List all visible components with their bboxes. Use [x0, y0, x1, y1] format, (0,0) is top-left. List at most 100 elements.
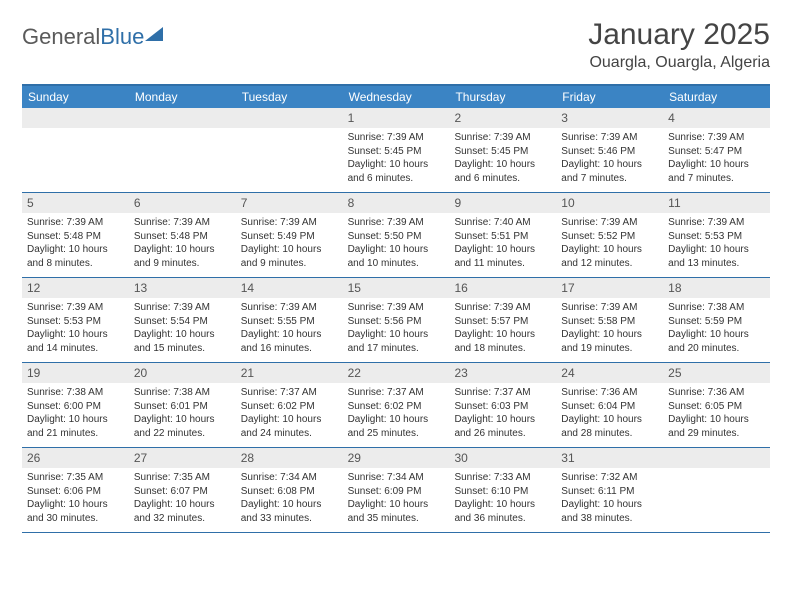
daylight-text: Daylight: 10 hours and 35 minutes. — [348, 498, 445, 525]
sunset-text: Sunset: 5:55 PM — [241, 315, 338, 329]
sunset-text: Sunset: 6:06 PM — [27, 485, 124, 499]
day-number-empty — [129, 108, 236, 128]
day-number: 21 — [236, 363, 343, 383]
sunrise-text: Sunrise: 7:36 AM — [561, 386, 658, 400]
day-number: 29 — [343, 448, 450, 468]
daylight-text: Daylight: 10 hours and 7 minutes. — [561, 158, 658, 185]
sunrise-text: Sunrise: 7:39 AM — [561, 216, 658, 230]
daylight-text: Daylight: 10 hours and 36 minutes. — [454, 498, 551, 525]
day-body: Sunrise: 7:39 AMSunset: 5:49 PMDaylight:… — [236, 213, 343, 274]
day-body: Sunrise: 7:39 AMSunset: 5:55 PMDaylight:… — [236, 298, 343, 359]
sunrise-text: Sunrise: 7:38 AM — [27, 386, 124, 400]
sunrise-text: Sunrise: 7:39 AM — [348, 216, 445, 230]
day-cell: 13Sunrise: 7:39 AMSunset: 5:54 PMDayligh… — [129, 278, 236, 362]
logo: GeneralBlue — [22, 18, 163, 50]
sunrise-text: Sunrise: 7:36 AM — [668, 386, 765, 400]
day-number: 17 — [556, 278, 663, 298]
day-body: Sunrise: 7:34 AMSunset: 6:09 PMDaylight:… — [343, 468, 450, 529]
sunrise-text: Sunrise: 7:32 AM — [561, 471, 658, 485]
day-cell: 7Sunrise: 7:39 AMSunset: 5:49 PMDaylight… — [236, 193, 343, 277]
sunrise-text: Sunrise: 7:39 AM — [561, 301, 658, 315]
weekday-header: Sunday — [22, 86, 129, 108]
sunset-text: Sunset: 6:05 PM — [668, 400, 765, 414]
day-number: 13 — [129, 278, 236, 298]
sunset-text: Sunset: 6:03 PM — [454, 400, 551, 414]
day-cell: 18Sunrise: 7:38 AMSunset: 5:59 PMDayligh… — [663, 278, 770, 362]
sunrise-text: Sunrise: 7:35 AM — [27, 471, 124, 485]
day-number: 11 — [663, 193, 770, 213]
sunrise-text: Sunrise: 7:37 AM — [241, 386, 338, 400]
daylight-text: Daylight: 10 hours and 14 minutes. — [27, 328, 124, 355]
day-body: Sunrise: 7:39 AMSunset: 5:54 PMDaylight:… — [129, 298, 236, 359]
daylight-text: Daylight: 10 hours and 28 minutes. — [561, 413, 658, 440]
sunrise-text: Sunrise: 7:37 AM — [348, 386, 445, 400]
logo-text-2: Blue — [100, 24, 144, 50]
week-row: 19Sunrise: 7:38 AMSunset: 6:00 PMDayligh… — [22, 363, 770, 448]
sunrise-text: Sunrise: 7:35 AM — [134, 471, 231, 485]
sunset-text: Sunset: 5:52 PM — [561, 230, 658, 244]
day-cell: 11Sunrise: 7:39 AMSunset: 5:53 PMDayligh… — [663, 193, 770, 277]
sunset-text: Sunset: 6:08 PM — [241, 485, 338, 499]
day-number: 1 — [343, 108, 450, 128]
daylight-text: Daylight: 10 hours and 11 minutes. — [454, 243, 551, 270]
day-body: Sunrise: 7:39 AMSunset: 5:57 PMDaylight:… — [449, 298, 556, 359]
day-cell: 31Sunrise: 7:32 AMSunset: 6:11 PMDayligh… — [556, 448, 663, 532]
sunrise-text: Sunrise: 7:39 AM — [27, 216, 124, 230]
daylight-text: Daylight: 10 hours and 12 minutes. — [561, 243, 658, 270]
daylight-text: Daylight: 10 hours and 7 minutes. — [668, 158, 765, 185]
sunset-text: Sunset: 5:45 PM — [348, 145, 445, 159]
day-body: Sunrise: 7:39 AMSunset: 5:53 PMDaylight:… — [663, 213, 770, 274]
daylight-text: Daylight: 10 hours and 26 minutes. — [454, 413, 551, 440]
day-body: Sunrise: 7:34 AMSunset: 6:08 PMDaylight:… — [236, 468, 343, 529]
sunset-text: Sunset: 5:53 PM — [668, 230, 765, 244]
day-number: 31 — [556, 448, 663, 468]
sunrise-text: Sunrise: 7:38 AM — [668, 301, 765, 315]
day-body: Sunrise: 7:39 AMSunset: 5:56 PMDaylight:… — [343, 298, 450, 359]
sunrise-text: Sunrise: 7:39 AM — [348, 131, 445, 145]
daylight-text: Daylight: 10 hours and 6 minutes. — [348, 158, 445, 185]
logo-triangle-icon — [145, 27, 163, 41]
daylight-text: Daylight: 10 hours and 9 minutes. — [241, 243, 338, 270]
daylight-text: Daylight: 10 hours and 17 minutes. — [348, 328, 445, 355]
daylight-text: Daylight: 10 hours and 32 minutes. — [134, 498, 231, 525]
day-cell: 26Sunrise: 7:35 AMSunset: 6:06 PMDayligh… — [22, 448, 129, 532]
day-body: Sunrise: 7:38 AMSunset: 6:01 PMDaylight:… — [129, 383, 236, 444]
day-body: Sunrise: 7:36 AMSunset: 6:05 PMDaylight:… — [663, 383, 770, 444]
daylight-text: Daylight: 10 hours and 21 minutes. — [27, 413, 124, 440]
day-cell: 29Sunrise: 7:34 AMSunset: 6:09 PMDayligh… — [343, 448, 450, 532]
sunrise-text: Sunrise: 7:33 AM — [454, 471, 551, 485]
day-body: Sunrise: 7:37 AMSunset: 6:02 PMDaylight:… — [343, 383, 450, 444]
sunset-text: Sunset: 6:07 PM — [134, 485, 231, 499]
sunrise-text: Sunrise: 7:39 AM — [27, 301, 124, 315]
daylight-text: Daylight: 10 hours and 20 minutes. — [668, 328, 765, 355]
sunset-text: Sunset: 6:04 PM — [561, 400, 658, 414]
sunrise-text: Sunrise: 7:39 AM — [668, 131, 765, 145]
daylight-text: Daylight: 10 hours and 8 minutes. — [27, 243, 124, 270]
sunset-text: Sunset: 5:46 PM — [561, 145, 658, 159]
day-body: Sunrise: 7:39 AMSunset: 5:58 PMDaylight:… — [556, 298, 663, 359]
day-number: 30 — [449, 448, 556, 468]
day-number: 4 — [663, 108, 770, 128]
daylight-text: Daylight: 10 hours and 22 minutes. — [134, 413, 231, 440]
day-cell — [236, 108, 343, 192]
logo-text-1: General — [22, 24, 100, 50]
day-body: Sunrise: 7:37 AMSunset: 6:03 PMDaylight:… — [449, 383, 556, 444]
sunset-text: Sunset: 5:48 PM — [27, 230, 124, 244]
day-number-empty — [22, 108, 129, 128]
sunrise-text: Sunrise: 7:37 AM — [454, 386, 551, 400]
page-title: January 2025 — [588, 18, 770, 52]
sunrise-text: Sunrise: 7:39 AM — [454, 301, 551, 315]
sunset-text: Sunset: 5:47 PM — [668, 145, 765, 159]
day-number: 3 — [556, 108, 663, 128]
day-cell: 16Sunrise: 7:39 AMSunset: 5:57 PMDayligh… — [449, 278, 556, 362]
day-cell: 1 Sunrise: 7:39 AMSunset: 5:45 PMDaylight… — [343, 108, 450, 192]
daylight-text: Daylight: 10 hours and 30 minutes. — [27, 498, 124, 525]
daylight-text: Daylight: 10 hours and 6 minutes. — [454, 158, 551, 185]
day-number: 14 — [236, 278, 343, 298]
day-number: 15 — [343, 278, 450, 298]
sunrise-text: Sunrise: 7:39 AM — [241, 216, 338, 230]
sunset-text: Sunset: 5:50 PM — [348, 230, 445, 244]
day-cell: 15Sunrise: 7:39 AMSunset: 5:56 PMDayligh… — [343, 278, 450, 362]
day-cell: 30Sunrise: 7:33 AMSunset: 6:10 PMDayligh… — [449, 448, 556, 532]
sunrise-text: Sunrise: 7:39 AM — [134, 216, 231, 230]
